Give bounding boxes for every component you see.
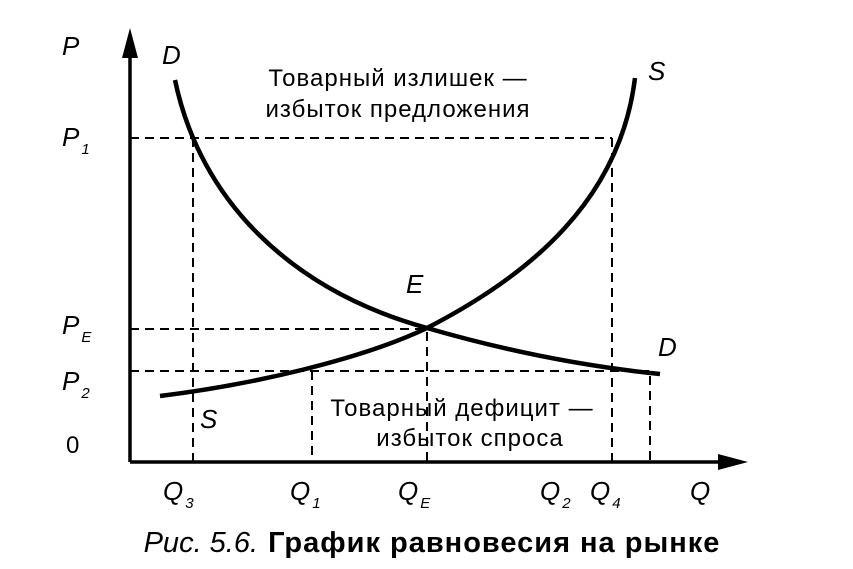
- label-main: P: [62, 366, 80, 396]
- label-main: P: [62, 122, 80, 152]
- label-sub: E: [81, 329, 92, 346]
- origin-label: 0: [66, 432, 79, 459]
- y-axis-label: P: [62, 31, 80, 61]
- supply-curve: [159, 77, 638, 399]
- label-sub: E: [420, 495, 431, 512]
- caption-title: График равновесия на рынке: [268, 527, 720, 559]
- label-sub: 1: [312, 495, 320, 512]
- surplus-note: избыток предложения: [266, 96, 531, 123]
- label-main: Q: [163, 476, 183, 506]
- x-arrow: [718, 454, 748, 470]
- surplus-note: Товарный излишек —: [268, 65, 527, 92]
- deficit-note: избыток спроса: [376, 425, 563, 452]
- supply-label: S: [648, 56, 666, 86]
- label-sub: 3: [185, 495, 194, 512]
- demand-curve: [172, 79, 661, 377]
- guide-p1: [130, 137, 613, 462]
- supply-label: S: [200, 404, 218, 434]
- y-arrow: [122, 28, 138, 58]
- caption-number: Рис. 5.6.: [144, 527, 258, 559]
- guide-pe: [130, 328, 428, 462]
- demand-label: D: [162, 40, 181, 70]
- demand-label: D: [658, 332, 677, 362]
- label-sub: 4: [612, 495, 620, 512]
- deficit-note: Товарный дефицит —: [330, 395, 593, 422]
- label-sub: 2: [561, 495, 571, 512]
- caption: Рис. 5.6. График равновесия на рынке: [144, 527, 721, 559]
- x-axis-label: Q: [690, 476, 710, 506]
- label-main: Q: [290, 476, 310, 506]
- label-main: Q: [590, 476, 610, 506]
- label-main: P: [62, 310, 80, 340]
- label-main: Q: [540, 476, 560, 506]
- label-sub: 1: [81, 141, 89, 158]
- equilibrium-label: E: [406, 269, 424, 299]
- label-main: Q: [398, 476, 418, 506]
- label-sub: 2: [80, 385, 90, 402]
